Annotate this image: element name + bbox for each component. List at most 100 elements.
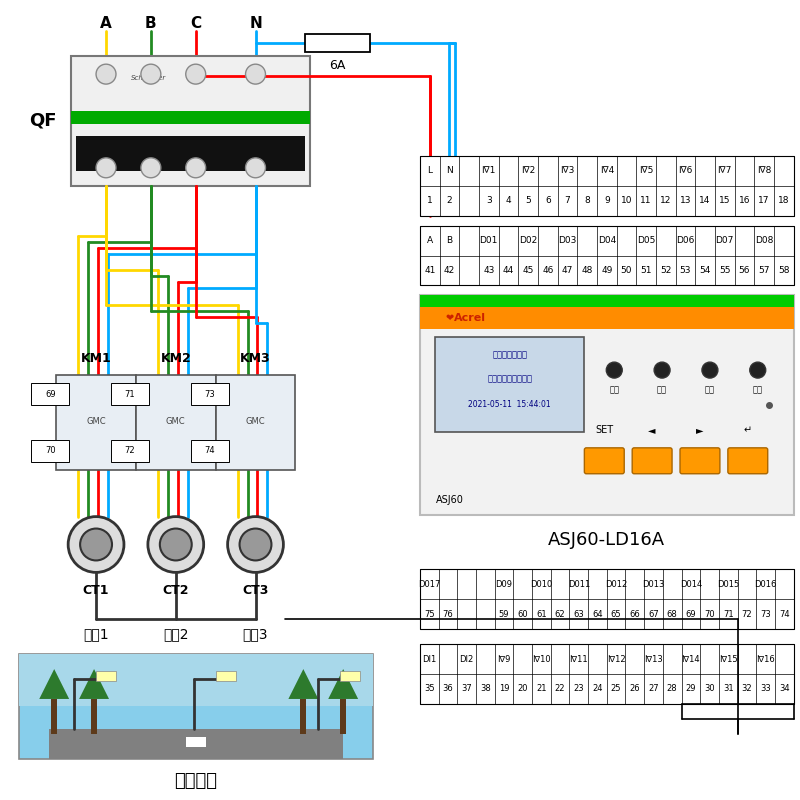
Text: CT1: CT1 xyxy=(83,584,110,597)
Text: ❤: ❤ xyxy=(446,314,454,323)
Circle shape xyxy=(246,64,266,84)
Text: 16: 16 xyxy=(738,196,750,205)
Text: I∇8: I∇8 xyxy=(757,166,771,175)
Text: 74: 74 xyxy=(779,610,790,618)
Bar xyxy=(71,110,310,123)
Bar xyxy=(340,671,360,681)
Bar xyxy=(420,156,794,216)
Circle shape xyxy=(186,64,206,84)
Text: 37: 37 xyxy=(462,685,472,694)
Text: 55: 55 xyxy=(719,266,730,275)
Text: D03: D03 xyxy=(558,236,577,245)
Text: D09: D09 xyxy=(495,580,513,589)
Text: D02: D02 xyxy=(519,236,538,245)
Text: 2021-05-11  15:44:01: 2021-05-11 15:44:01 xyxy=(468,401,551,410)
Text: 62: 62 xyxy=(554,610,566,618)
Text: Schneider: Schneider xyxy=(131,75,166,81)
Text: I∇3: I∇3 xyxy=(560,166,574,175)
Text: 57: 57 xyxy=(758,266,770,275)
Bar xyxy=(420,570,794,630)
Bar xyxy=(76,136,306,170)
Text: 20: 20 xyxy=(518,685,528,694)
Text: 9: 9 xyxy=(604,196,610,205)
Text: 33: 33 xyxy=(760,685,771,694)
Text: A: A xyxy=(100,16,112,31)
Circle shape xyxy=(606,362,622,378)
Text: I∇7: I∇7 xyxy=(718,166,732,175)
Text: I∇2: I∇2 xyxy=(521,166,535,175)
Text: 72: 72 xyxy=(125,446,135,455)
Text: I∇11: I∇11 xyxy=(570,654,588,663)
Text: I∇16: I∇16 xyxy=(756,654,775,663)
Bar xyxy=(51,699,57,734)
Text: C: C xyxy=(190,16,202,31)
Text: 5: 5 xyxy=(526,196,531,205)
Text: 51: 51 xyxy=(640,266,652,275)
Text: 6A: 6A xyxy=(329,58,346,72)
Text: 3: 3 xyxy=(486,196,492,205)
Text: 24: 24 xyxy=(592,685,602,694)
Text: 预警: 预警 xyxy=(705,386,715,394)
Text: 68: 68 xyxy=(667,610,678,618)
Circle shape xyxy=(750,362,766,378)
Text: 30: 30 xyxy=(704,685,715,694)
Text: 73: 73 xyxy=(760,610,771,618)
Text: I∇10: I∇10 xyxy=(532,654,550,663)
Bar xyxy=(216,671,235,681)
Text: D016: D016 xyxy=(754,580,777,589)
Text: A: A xyxy=(426,236,433,245)
Text: D017: D017 xyxy=(418,580,441,589)
Text: 18: 18 xyxy=(778,196,790,205)
Bar xyxy=(420,644,794,704)
Bar xyxy=(420,307,794,330)
Text: 35: 35 xyxy=(424,685,434,694)
Bar xyxy=(186,737,206,746)
Circle shape xyxy=(96,158,116,178)
Bar xyxy=(420,295,794,514)
Text: 4: 4 xyxy=(506,196,511,205)
Circle shape xyxy=(246,158,266,178)
Bar xyxy=(96,671,116,681)
FancyBboxPatch shape xyxy=(680,448,720,474)
Text: I∇9: I∇9 xyxy=(498,654,510,663)
Text: GMC: GMC xyxy=(246,418,266,426)
Text: 45: 45 xyxy=(522,266,534,275)
Circle shape xyxy=(702,362,718,378)
Text: ►: ► xyxy=(696,425,704,435)
Bar xyxy=(420,295,794,307)
Text: 8: 8 xyxy=(584,196,590,205)
Text: D01: D01 xyxy=(479,236,498,245)
Circle shape xyxy=(654,362,670,378)
Text: 14: 14 xyxy=(699,196,711,205)
Text: D07: D07 xyxy=(716,236,734,245)
Text: 49: 49 xyxy=(601,266,613,275)
Text: ASJ60: ASJ60 xyxy=(436,494,464,505)
Text: 76: 76 xyxy=(442,610,454,618)
Text: KM1: KM1 xyxy=(81,352,111,365)
Text: I∇13: I∇13 xyxy=(644,654,663,663)
Text: 41: 41 xyxy=(424,266,435,275)
Text: Acrel: Acrel xyxy=(454,314,486,323)
Text: I∇4: I∇4 xyxy=(600,166,614,175)
Text: 47: 47 xyxy=(562,266,573,275)
Text: CT2: CT2 xyxy=(162,584,189,597)
Text: 通讯: 通讯 xyxy=(657,386,667,394)
Text: 46: 46 xyxy=(542,266,554,275)
Text: 58: 58 xyxy=(778,266,790,275)
Text: 19: 19 xyxy=(498,685,510,694)
Text: 74: 74 xyxy=(204,446,215,455)
Text: 回路1: 回路1 xyxy=(83,627,109,641)
Polygon shape xyxy=(79,669,109,699)
Polygon shape xyxy=(39,669,69,699)
Bar xyxy=(91,699,97,734)
Text: 32: 32 xyxy=(742,685,752,694)
Bar xyxy=(190,383,229,405)
Bar xyxy=(216,375,295,470)
Text: 15: 15 xyxy=(719,196,730,205)
Text: 26: 26 xyxy=(630,685,640,694)
Text: ↵: ↵ xyxy=(744,425,752,435)
Text: 75: 75 xyxy=(424,610,434,618)
Text: 54: 54 xyxy=(699,266,711,275)
Text: 仪器运行状态：正常: 仪器运行状态：正常 xyxy=(487,374,532,383)
Bar xyxy=(300,699,306,734)
